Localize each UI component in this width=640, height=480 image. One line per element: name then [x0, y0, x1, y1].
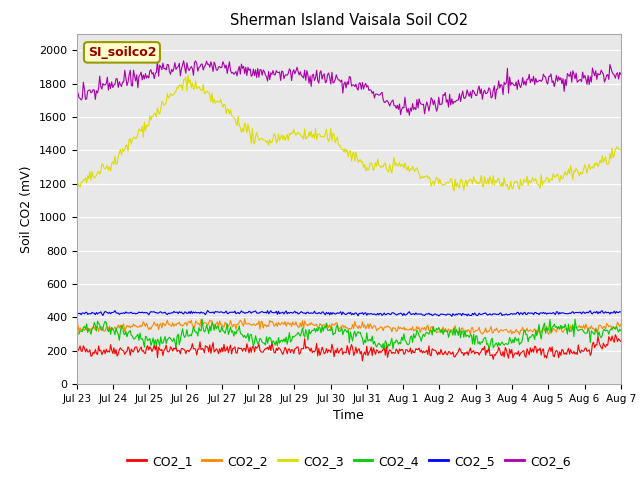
CO2_3: [606, 151, 614, 156]
Legend: CO2_1, CO2_2, CO2_3, CO2_4, CO2_5, CO2_6: CO2_1, CO2_2, CO2_3, CO2_4, CO2_5, CO2_6: [122, 450, 576, 473]
CO2_2: [332, 320, 340, 325]
CO2_2: [521, 328, 529, 334]
CO2_4: [369, 333, 376, 339]
CO2_3: [73, 180, 81, 185]
CO2_3: [521, 179, 529, 185]
Line: CO2_6: CO2_6: [77, 61, 621, 115]
CO2_4: [389, 346, 397, 352]
Line: CO2_1: CO2_1: [77, 335, 621, 361]
CO2_2: [336, 326, 344, 332]
CO2_5: [336, 310, 344, 316]
Line: CO2_5: CO2_5: [77, 311, 621, 316]
CO2_3: [332, 137, 340, 143]
CO2_4: [606, 327, 614, 333]
CO2_4: [399, 337, 406, 343]
Title: Sherman Island Vaisala Soil CO2: Sherman Island Vaisala Soil CO2: [230, 13, 468, 28]
CO2_5: [448, 313, 456, 319]
CO2_1: [358, 358, 366, 364]
CO2_2: [73, 324, 81, 330]
CO2_2: [606, 324, 614, 329]
CO2_1: [605, 334, 612, 339]
CO2_5: [606, 311, 614, 317]
CO2_4: [198, 316, 206, 322]
CO2_6: [406, 112, 413, 118]
CO2_1: [611, 332, 619, 337]
Text: SI_soilco2: SI_soilco2: [88, 46, 156, 59]
CO2_4: [73, 326, 81, 332]
CO2_1: [332, 347, 339, 353]
Y-axis label: Soil CO2 (mV): Soil CO2 (mV): [20, 165, 33, 252]
CO2_2: [617, 322, 625, 327]
CO2_3: [184, 72, 192, 78]
CO2_6: [369, 90, 376, 96]
CO2_1: [369, 353, 376, 359]
CO2_5: [204, 308, 211, 313]
CO2_1: [398, 347, 406, 352]
Line: CO2_4: CO2_4: [77, 319, 621, 349]
CO2_5: [332, 311, 340, 316]
CO2_3: [398, 162, 406, 168]
CO2_1: [73, 346, 81, 352]
CO2_3: [617, 147, 625, 153]
CO2_6: [332, 72, 340, 78]
CO2_4: [336, 328, 344, 334]
CO2_4: [617, 328, 625, 334]
CO2_2: [369, 326, 376, 332]
CO2_6: [617, 72, 625, 77]
Line: CO2_2: CO2_2: [77, 319, 621, 335]
CO2_2: [516, 332, 524, 337]
CO2_5: [398, 311, 406, 317]
CO2_1: [617, 338, 625, 344]
CO2_6: [398, 107, 406, 112]
CO2_1: [335, 350, 342, 356]
CO2_6: [521, 78, 529, 84]
CO2_3: [369, 162, 376, 168]
CO2_6: [73, 92, 81, 97]
CO2_1: [520, 348, 527, 353]
CO2_5: [617, 309, 625, 315]
CO2_5: [521, 310, 529, 315]
CO2_2: [398, 326, 406, 332]
CO2_2: [241, 316, 248, 322]
X-axis label: Time: Time: [333, 409, 364, 422]
CO2_4: [521, 327, 529, 333]
CO2_5: [369, 312, 376, 317]
CO2_6: [606, 62, 614, 68]
CO2_5: [73, 311, 81, 316]
Line: CO2_3: CO2_3: [77, 75, 621, 191]
CO2_4: [332, 324, 340, 330]
CO2_6: [336, 77, 344, 83]
CO2_3: [450, 188, 458, 194]
CO2_3: [336, 142, 344, 148]
CO2_6: [180, 58, 188, 64]
